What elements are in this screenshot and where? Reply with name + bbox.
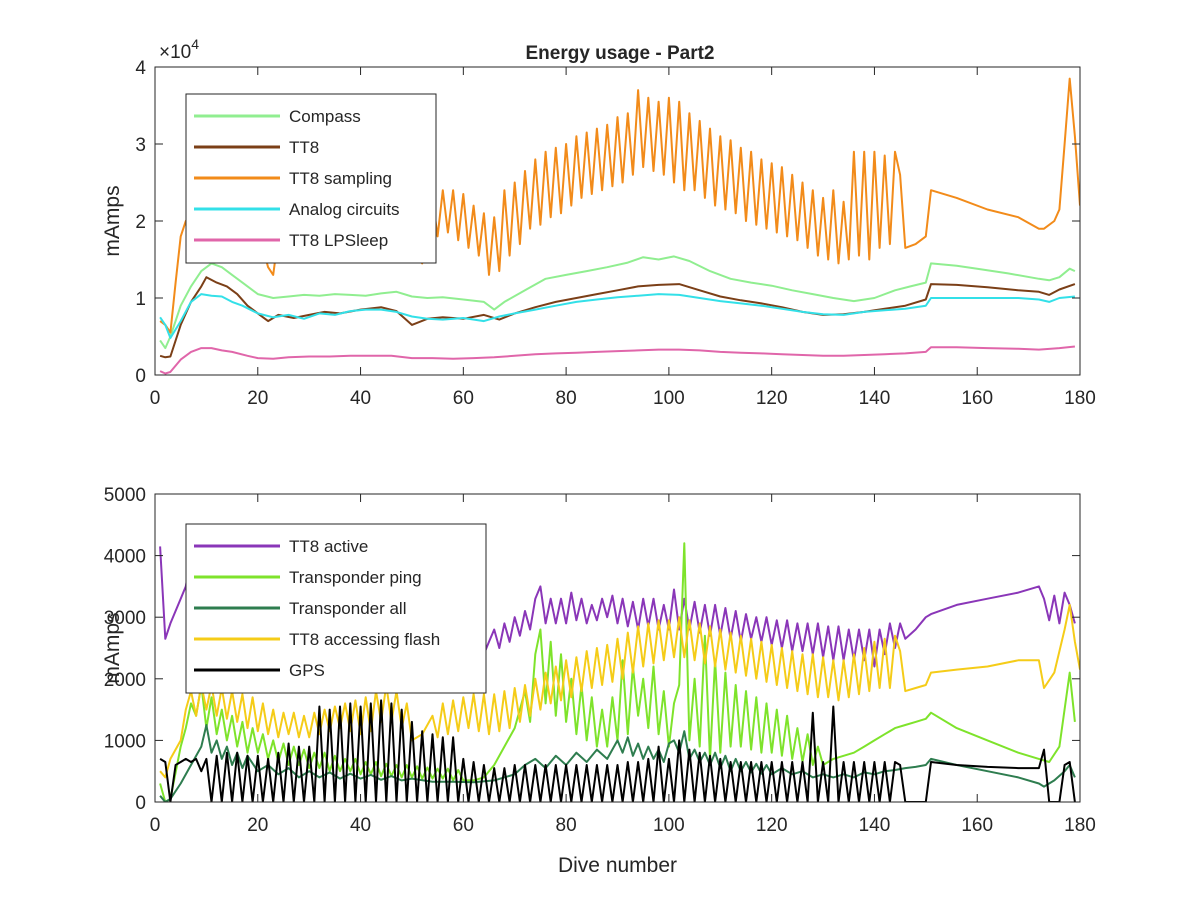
x-tick-label: 40 — [350, 388, 371, 409]
y-tick-label: 2 — [135, 212, 146, 233]
y-axis-label: mAmps — [101, 612, 124, 683]
top-axes: 0 20 40 60 80 100 120 140 160 18001234×104mAmpsCo… — [101, 36, 1096, 409]
legend: Compass TT8 TT8 sampling Analog circuits TT8… — [185, 93, 437, 264]
y-tick-label: 4 — [135, 58, 146, 79]
figure-title: Energy usage - Part2 — [525, 43, 714, 64]
y-tick-label: 0 — [135, 366, 146, 387]
x-tick-label: 60 — [453, 815, 474, 836]
legend-label: GPS — [289, 661, 325, 680]
series-line-tt8-accessing-flash — [159, 603, 1080, 779]
x-tick-label: 80 — [556, 815, 577, 836]
x-tick-label: 160 — [961, 388, 993, 409]
x-tick-label: 140 — [859, 388, 891, 409]
y-tick-label: 0 — [135, 793, 146, 814]
axes-box — [154, 493, 1081, 803]
x-axis-label: Dive number — [558, 854, 677, 877]
x-tick-label: 40 — [350, 815, 371, 836]
y-tick-label: 5000 — [104, 485, 146, 506]
y-axis-label: mAmps — [101, 185, 124, 256]
legend-label: TT8 active — [289, 537, 368, 556]
legend-label: TT8 accessing flash — [289, 630, 440, 649]
x-tick-label: 120 — [756, 388, 788, 409]
series-line-analog-circuits — [159, 293, 1075, 339]
legend-label: TT8 sampling — [289, 169, 392, 188]
x-tick-label: 180 — [1064, 815, 1096, 836]
x-tick-label: 0 — [150, 815, 161, 836]
x-tick-label: 100 — [653, 388, 685, 409]
legend-label: Transponder all — [289, 599, 407, 618]
x-tick-label: 0 — [150, 388, 161, 409]
y-tick-label: 4000 — [104, 547, 146, 568]
legend: TT8 active Transponder ping Transponder al… — [185, 523, 487, 694]
legend-label: TT8 LPSleep — [289, 231, 388, 250]
x-tick-label: 80 — [556, 388, 577, 409]
y-tick-label: 3000 — [104, 608, 146, 629]
x-tick-label: 120 — [756, 815, 788, 836]
series-line-transponder-all — [159, 724, 1076, 802]
x-tick-label: 140 — [859, 815, 891, 836]
y-tick-label: 3 — [135, 135, 146, 156]
y-exponent-power: 4 — [191, 36, 199, 52]
legend-label: Compass — [289, 107, 361, 126]
x-tick-label: 20 — [247, 815, 268, 836]
x-tick-label: 180 — [1064, 388, 1096, 409]
x-tick-label: 160 — [961, 815, 993, 836]
series-line-tt8-lpsleep — [159, 345, 1076, 375]
series-line-tt8 — [159, 276, 1076, 359]
series-lines — [159, 77, 1080, 375]
x-tick-label: 100 — [653, 815, 685, 836]
series-line-gps — [159, 699, 1076, 802]
legend-label: Analog circuits — [289, 200, 400, 219]
legend-label: Transponder ping — [289, 568, 422, 587]
series-line-compass — [159, 255, 1076, 350]
y-tick-label: 2000 — [104, 670, 146, 691]
bottom-axes: 0 20 40 60 80 100 120 140 160 180 0 1000 2000 3000 400… — [101, 485, 1096, 877]
y-tick-label: 1 — [135, 289, 146, 310]
x-tick-label: 20 — [247, 388, 268, 409]
x-tick-label: 60 — [453, 388, 474, 409]
legend-label: TT8 — [289, 138, 319, 157]
y-tick-label: 1000 — [104, 731, 146, 752]
